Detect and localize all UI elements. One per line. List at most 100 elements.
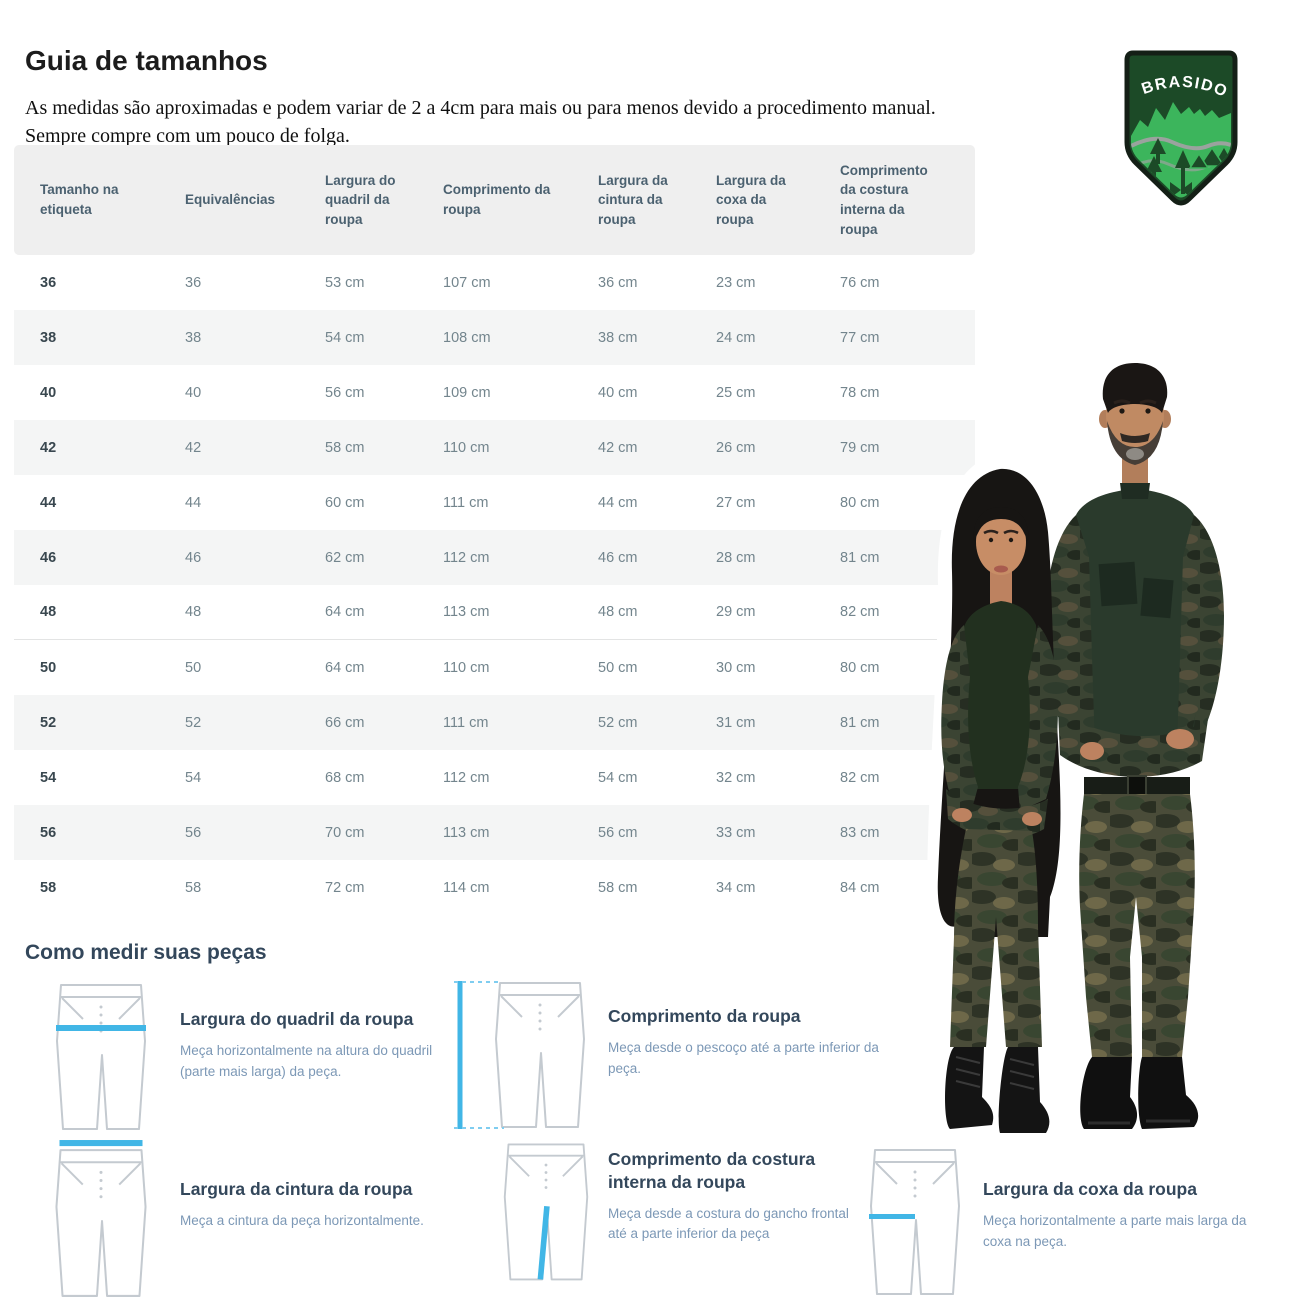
size-value: 50 cm: [598, 659, 638, 676]
column-header: Largura do quadril da roupa: [325, 172, 396, 227]
size-label: 50: [40, 659, 57, 676]
table-row-size-50: 50 50 64 cm 110 cm 50 cm 30 cm 80 cm: [14, 640, 975, 695]
size-value: 112 cm: [443, 549, 490, 566]
size-value: 34 cm: [716, 879, 756, 896]
column-header: Largura da coxa da roupa: [716, 172, 786, 227]
size-value: 72 cm: [325, 879, 365, 896]
size-value: 56: [185, 824, 202, 841]
size-label: 40: [40, 384, 57, 401]
waist-measure-pants-icon: [55, 1140, 147, 1297]
size-value: 111 cm: [443, 494, 489, 511]
size-value: 82 cm: [840, 769, 880, 786]
size-value: 53 cm: [325, 274, 365, 291]
size-value: 31 cm: [716, 714, 756, 731]
size-value: 111 cm: [443, 714, 489, 731]
size-value: 78 cm: [840, 384, 880, 401]
table-row-size-46: 46 46 62 cm 112 cm 46 cm 28 cm 81 cm: [14, 530, 975, 585]
models-photo: [880, 357, 1300, 1147]
size-value: 44: [185, 494, 202, 511]
hip-measure-pants-icon: [56, 984, 146, 1130]
table-row-size-56: 56 56 70 cm 113 cm 56 cm 33 cm 83 cm: [14, 805, 975, 860]
size-value: 114 cm: [443, 879, 490, 896]
size-value: 110 cm: [443, 439, 490, 456]
size-value: 52: [185, 714, 202, 731]
size-value: 36 cm: [598, 274, 638, 291]
size-value: 64 cm: [325, 604, 365, 620]
table-row-size-54: 54 54 68 cm 112 cm 54 cm 32 cm 82 cm: [14, 750, 975, 805]
table-row-size-52: 52 52 66 cm 111 cm 52 cm 31 cm 81 cm: [14, 695, 975, 750]
size-value: 62 cm: [325, 549, 365, 566]
table-row-size-58: 58 58 72 cm 114 cm 58 cm 34 cm 84 cm: [14, 860, 975, 915]
measure-section-heading: Como medir suas peças: [25, 941, 267, 965]
size-value: 70 cm: [325, 824, 365, 841]
size-value: 68 cm: [325, 769, 365, 786]
size-value: 25 cm: [716, 384, 756, 401]
size-value: 64 cm: [325, 659, 365, 676]
woman-model: [937, 468, 1061, 1133]
measure-item-description: Meça horizontalmente na altura do quadri…: [180, 1042, 433, 1079]
size-value: 30 cm: [716, 659, 756, 676]
size-value: 33 cm: [716, 824, 756, 841]
size-label: 52: [40, 714, 57, 731]
size-value: 56 cm: [325, 384, 365, 401]
size-value: 77 cm: [840, 329, 880, 346]
size-label: 36: [40, 274, 57, 291]
size-value: 54 cm: [325, 329, 365, 346]
brand-logo: BRASIDO: [1120, 50, 1242, 208]
size-label: 46: [40, 549, 57, 566]
column-header: Tamanho na etiqueta: [40, 182, 119, 217]
measure-item-description: Meça a cintura da peça horizontalmente.: [180, 1212, 424, 1228]
size-value: 58: [185, 879, 202, 896]
size-value: 38: [185, 329, 202, 346]
size-value: 50: [185, 659, 202, 676]
measure-item-description: Meça desde a costura do gancho frontal a…: [608, 1205, 849, 1242]
size-value: 109 cm: [443, 384, 491, 401]
size-value: 36: [185, 274, 202, 291]
size-value: 81 cm: [840, 714, 880, 731]
size-value: 27 cm: [716, 494, 756, 511]
thigh-measure-pants-icon: [869, 1149, 960, 1295]
column-header: Largura da cintura da roupa: [598, 172, 668, 227]
measure-item-description: Meça horizontalmente a parte mais larga …: [983, 1212, 1247, 1249]
size-value: 28 cm: [716, 549, 756, 566]
models-photo-illustration: [927, 357, 1238, 1145]
size-table-header: Tamanho na etiqueta Equivalências Largur…: [14, 145, 975, 255]
table-row-size-44: 44 44 60 cm 111 cm 44 cm 27 cm 80 cm: [14, 475, 975, 530]
man-model: [1045, 363, 1224, 1129]
size-table: Tamanho na etiqueta Equivalências Largur…: [14, 145, 975, 915]
size-value: 48: [185, 604, 202, 620]
size-value: 44 cm: [598, 494, 638, 511]
size-label: 38: [40, 329, 57, 346]
size-label: 48: [40, 604, 57, 620]
size-label: 44: [40, 494, 57, 511]
size-value: 110 cm: [443, 659, 490, 676]
size-value: 108 cm: [443, 329, 491, 346]
size-value: 40: [185, 384, 202, 401]
table-row-size-48: 48 48 64 cm 113 cm 48 cm 29 cm 82 cm: [14, 585, 975, 640]
size-value: 23 cm: [716, 274, 756, 291]
measure-item-description: Meça desde o pescoço até a parte inferio…: [608, 1039, 879, 1076]
size-value: 81 cm: [840, 549, 880, 566]
size-value: 82 cm: [840, 604, 880, 620]
page-title: Guia de tamanhos: [25, 44, 268, 76]
column-header: Comprimento da costura interna da roupa: [840, 162, 928, 237]
size-value: 113 cm: [443, 604, 490, 620]
size-value: 52 cm: [598, 714, 638, 731]
size-value: 24 cm: [716, 329, 756, 346]
measure-item-title: Largura da cintura da roupa: [180, 1179, 413, 1199]
inseam-measure-pants-icon: [503, 1143, 589, 1281]
size-value: 76 cm: [840, 274, 880, 291]
size-label: 56: [40, 824, 57, 841]
table-row-size-38: 38 38 54 cm 108 cm 38 cm 24 cm 77 cm: [14, 310, 975, 365]
size-value: 54: [185, 769, 202, 786]
table-row-size-42: 42 42 58 cm 110 cm 42 cm 26 cm 79 cm: [14, 420, 975, 475]
size-value: 107 cm: [443, 274, 491, 291]
size-value: 113 cm: [443, 824, 490, 841]
subtitle-line-1: As medidas são aproximadas e podem varia…: [25, 97, 936, 119]
page-subtitle: As medidas são aproximadas e podem varia…: [25, 94, 975, 151]
size-value: 80 cm: [840, 659, 880, 676]
size-value: 112 cm: [443, 769, 490, 786]
column-header: Equivalências: [185, 192, 276, 208]
size-value: 66 cm: [325, 714, 365, 731]
